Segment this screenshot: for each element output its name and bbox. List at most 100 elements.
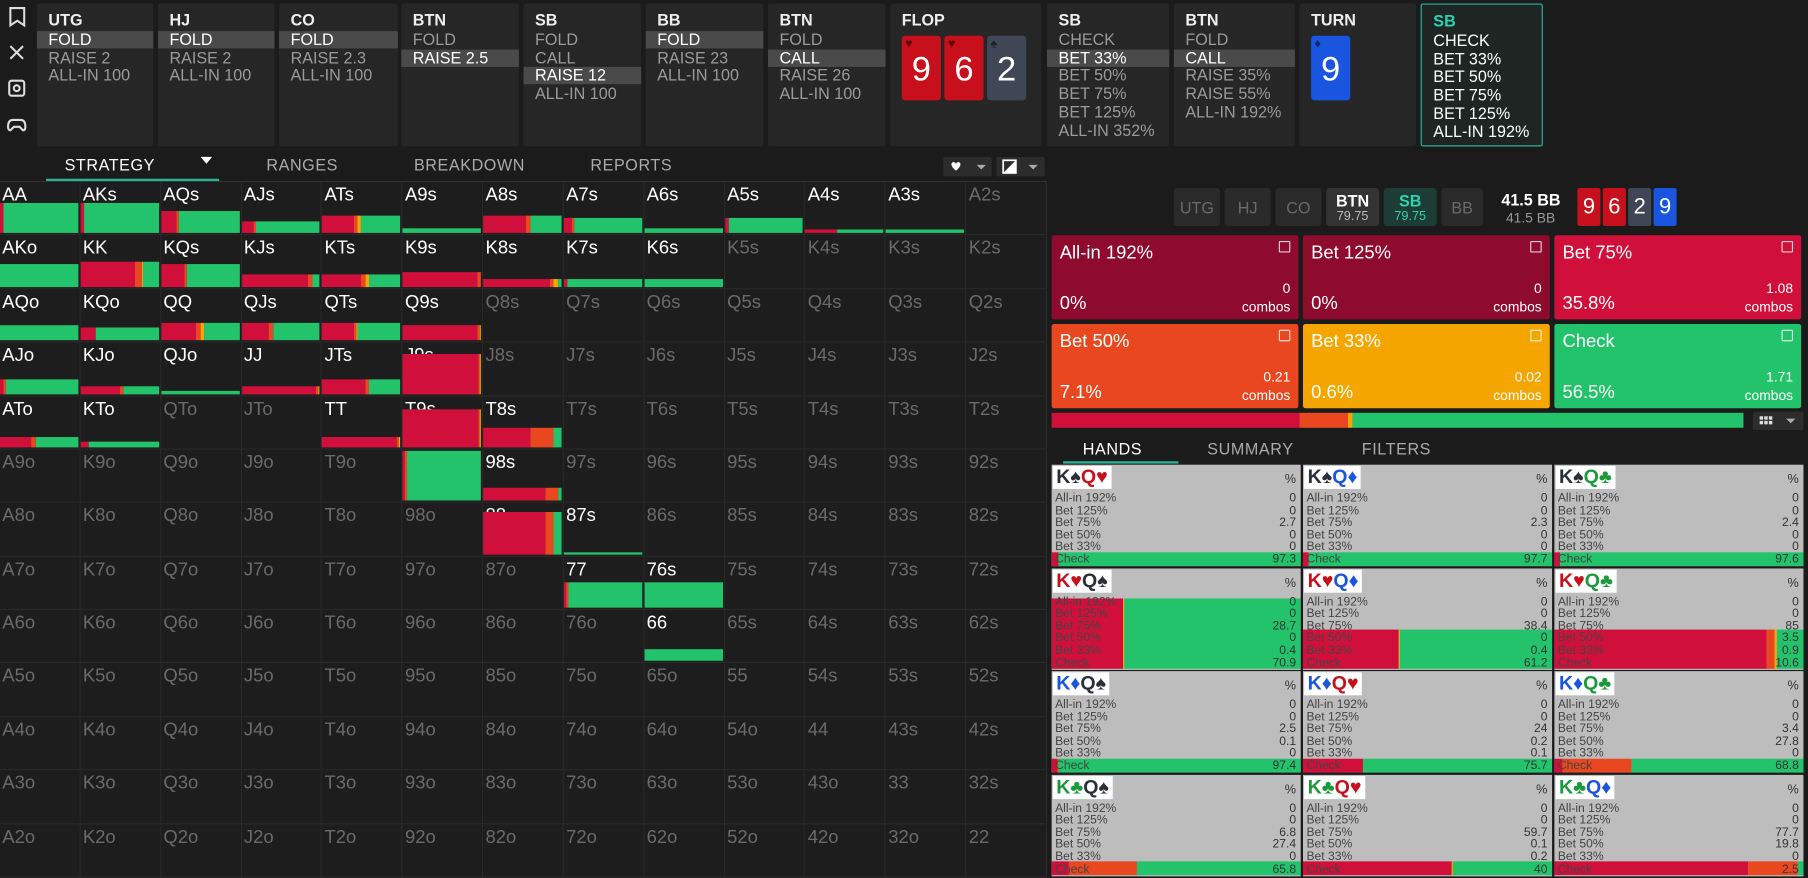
action-option[interactable]: CHECK: [1058, 29, 1116, 49]
hand-cell[interactable]: ATs: [322, 182, 403, 236]
hand-cell[interactable]: J3o: [241, 770, 323, 824]
hand-cell[interactable]: 87s: [563, 503, 645, 557]
hand-cell[interactable]: T3s: [885, 396, 967, 450]
hand-cell[interactable]: 65o: [644, 663, 725, 718]
hand-cell[interactable]: 98o: [402, 503, 484, 557]
hand-cell[interactable]: T9s: [402, 396, 484, 450]
hand-cell[interactable]: J6s: [644, 342, 725, 397]
hand-cell[interactable]: 83s: [885, 503, 967, 557]
hand-cell[interactable]: Q7s: [563, 289, 645, 343]
action-option[interactable]: FOLD: [157, 31, 275, 49]
hand-cell[interactable]: KJo: [80, 342, 162, 397]
hand-cell[interactable]: AKo: [0, 235, 81, 290]
hand-cell[interactable]: J4o: [241, 717, 323, 771]
hand-cell[interactable]: 63o: [644, 770, 725, 824]
hand-cell[interactable]: 73s: [885, 556, 967, 611]
hand-cell[interactable]: K4o: [80, 717, 162, 771]
hand-cell[interactable]: 52o: [724, 824, 806, 878]
position-button[interactable]: CO: [1275, 187, 1322, 227]
action-option[interactable]: BET 125%: [1058, 102, 1136, 121]
hand-cell[interactable]: Q5s: [724, 289, 806, 343]
action-tile[interactable]: Bet 125% 0 combos 0%: [1303, 235, 1550, 320]
hand-cell[interactable]: Q8o: [161, 503, 242, 557]
action-option[interactable]: ALL-IN 192%: [1433, 121, 1530, 141]
hand-cell[interactable]: K3s: [885, 235, 967, 290]
hand-cell[interactable]: K9o: [80, 449, 162, 504]
action-option[interactable]: BET 33%: [1047, 49, 1170, 67]
hand-cell[interactable]: Q2s: [966, 289, 1047, 343]
grid-menu[interactable]: [1752, 411, 1804, 431]
action-option[interactable]: BET 75%: [1058, 84, 1127, 103]
action-option[interactable]: RAISE 26: [779, 66, 851, 85]
hand-cell[interactable]: 72s: [966, 556, 1047, 611]
action-option[interactable]: ALL-IN 100: [535, 84, 617, 103]
tab[interactable]: STRATEGY: [46, 150, 220, 182]
action-option[interactable]: FOLD: [645, 31, 764, 49]
hand-cell[interactable]: Q6o: [161, 610, 242, 664]
hand-cell[interactable]: A2s: [966, 182, 1047, 236]
hand-cell[interactable]: 82s: [966, 503, 1047, 557]
hand-cell[interactable]: J5o: [241, 663, 323, 718]
hand-cell[interactable]: A6o: [0, 610, 81, 664]
hand-cell[interactable]: A4s: [805, 182, 886, 236]
hand-cell[interactable]: 95o: [402, 663, 484, 718]
hand-cell[interactable]: 93s: [885, 449, 967, 504]
action-option[interactable]: ALL-IN 100: [48, 66, 131, 85]
hand-cell[interactable]: 53o: [724, 770, 806, 824]
hand-cell[interactable]: 73o: [563, 770, 645, 824]
hand-cell[interactable]: T6s: [644, 396, 725, 450]
hand-cell[interactable]: 74o: [563, 717, 645, 771]
hand-cell[interactable]: Q4s: [805, 289, 886, 343]
action-option[interactable]: FOLD: [36, 31, 154, 49]
hand-cell[interactable]: AJo: [0, 342, 81, 397]
hand-cell[interactable]: K6s: [644, 235, 725, 290]
hand-cell[interactable]: Q6s: [644, 289, 725, 343]
action-option[interactable]: CALL: [767, 49, 886, 67]
action-option[interactable]: FOLD: [279, 31, 398, 49]
hand-cell[interactable]: 76s: [644, 556, 725, 611]
hand-cell[interactable]: Q3s: [885, 289, 967, 343]
hand-cell[interactable]: K8o: [80, 503, 162, 557]
hand-cell[interactable]: 43o: [805, 770, 886, 824]
hand-cell[interactable]: T8o: [322, 503, 403, 557]
hand-cell[interactable]: T3o: [322, 770, 403, 824]
action-option[interactable]: BET 50%: [1058, 66, 1127, 85]
hand-cell[interactable]: 54o: [724, 717, 806, 771]
hand-cell[interactable]: Q2o: [161, 824, 242, 878]
hand-cell[interactable]: J6o: [241, 610, 323, 664]
hand-cell[interactable]: JTo: [241, 396, 323, 450]
action-option[interactable]: BET 50%: [1433, 67, 1502, 86]
hand-cell[interactable]: T4s: [805, 396, 886, 450]
hand-cell[interactable]: 86o: [483, 610, 564, 664]
tab[interactable]: BREAKDOWN: [413, 155, 526, 175]
action-option[interactable]: ALL-IN 352%: [1058, 120, 1155, 139]
hand-cell[interactable]: 32s: [966, 770, 1047, 824]
hand-cell[interactable]: AJs: [241, 182, 323, 236]
hand-cell[interactable]: KJs: [241, 235, 323, 290]
hand-cell[interactable]: Q9s: [402, 289, 484, 343]
hand-cell[interactable]: AQo: [0, 289, 81, 343]
hand-cell[interactable]: 93o: [402, 770, 484, 824]
hand-cell[interactable]: T6o: [322, 610, 403, 664]
favorite-button[interactable]: [943, 156, 992, 177]
action-option[interactable]: FOLD: [535, 29, 579, 49]
hand-cell[interactable]: J2o: [241, 824, 323, 878]
panel-tab[interactable]: FILTERS: [1361, 439, 1432, 458]
game-icon[interactable]: [7, 118, 27, 132]
hand-cell[interactable]: KTs: [322, 235, 403, 290]
action-option[interactable]: BET 33%: [1433, 49, 1502, 68]
hand-cell[interactable]: 62s: [966, 610, 1047, 664]
hand-cell[interactable]: 55: [724, 663, 806, 718]
hand-cell[interactable]: KTo: [80, 396, 162, 450]
hand-cell[interactable]: A8o: [0, 503, 81, 557]
hand-cell[interactable]: 22: [966, 824, 1047, 878]
action-tile[interactable]: Bet 33% 0.02 combos 0.6%: [1303, 324, 1550, 409]
hand-cell[interactable]: T9o: [322, 449, 403, 504]
hand-cell[interactable]: J8s: [483, 342, 564, 397]
hand-cell[interactable]: K5s: [724, 235, 806, 290]
action-option[interactable]: ALL-IN 100: [169, 66, 252, 85]
hand-cell[interactable]: 42o: [805, 824, 886, 878]
hand-cell[interactable]: A8s: [483, 182, 564, 236]
hand-cell[interactable]: 33: [885, 770, 967, 824]
hand-cell[interactable]: 63s: [885, 610, 967, 664]
